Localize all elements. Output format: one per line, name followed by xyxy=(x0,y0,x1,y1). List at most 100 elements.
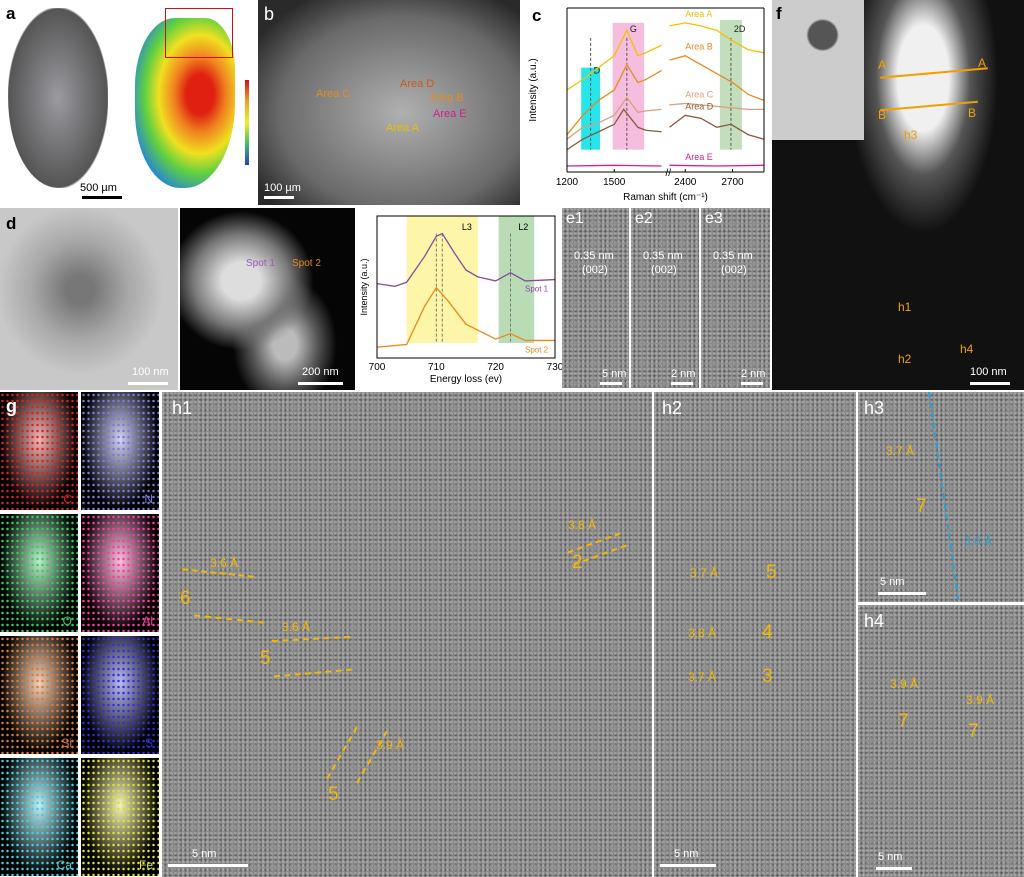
layer-count: 7 xyxy=(898,711,909,732)
area-d-label: Area D xyxy=(400,78,435,90)
layer-count: 5 xyxy=(766,562,777,583)
scale-bar xyxy=(128,382,168,385)
spot-2-label: Spot 2 xyxy=(292,258,321,269)
plot-frame xyxy=(376,215,556,359)
scale-bar xyxy=(660,864,716,867)
scale-bar xyxy=(82,196,122,199)
plane-index: (002) xyxy=(582,264,608,276)
element-label: N xyxy=(144,492,153,506)
panel-label: b xyxy=(264,4,275,24)
scale-bar xyxy=(264,196,294,199)
spot-1-label: Spot 1 xyxy=(246,258,275,269)
panel-g-eds-maps: g C N O Al Si S Ca Fe xyxy=(0,392,160,877)
d-spacing: 0.35 nm xyxy=(713,250,753,262)
layer-count: 7 xyxy=(968,721,979,742)
panel-label: h1 xyxy=(172,398,193,418)
spacing-label: 3.7 Å xyxy=(886,444,915,458)
element-label: Si xyxy=(61,736,72,750)
x-tick-label: 700 xyxy=(369,362,386,373)
x-tick-label: 710 xyxy=(428,362,445,373)
scale-bar-label: 5 nm xyxy=(192,848,217,860)
spacing-label: 3.9 Å xyxy=(376,738,405,752)
panel-label: d xyxy=(6,214,17,233)
panel-e2: e2 0.35 nm (002) 2 nm xyxy=(631,208,699,388)
d-spacing: 0.35 nm xyxy=(643,250,683,262)
raman-plot: D G 2D Area A Area B Area C Area D Area E 1200 15… xyxy=(528,7,765,203)
fringe-line xyxy=(356,730,388,784)
panel-label: h4 xyxy=(864,611,885,631)
panel-label: c xyxy=(532,6,542,25)
panel-label: e2 xyxy=(635,210,653,227)
eds-map-al: Al xyxy=(81,514,159,632)
legend-label: Spot 2 xyxy=(525,345,549,354)
element-label: Al xyxy=(142,614,153,628)
legend-label: Area E xyxy=(685,152,713,162)
scale-bar-label: 5 nm xyxy=(602,368,627,380)
x-tick-label: 2700 xyxy=(721,177,744,188)
axis-break-mark: // xyxy=(666,168,672,179)
legend-label: Area A xyxy=(685,9,712,19)
scale-bar-label: 500 µm xyxy=(80,182,117,194)
panel-label: g xyxy=(6,396,17,416)
series-line-spot-1 xyxy=(376,232,556,287)
series-line-area-d xyxy=(669,114,765,140)
scale-bar-label: 100 nm xyxy=(132,366,169,378)
spacing-label: 3.7 Å xyxy=(688,670,717,684)
panel-label: a xyxy=(6,4,16,23)
series-line-area-e xyxy=(669,164,765,167)
spacing-label: 3.6 Å xyxy=(964,534,993,548)
plane-index: (002) xyxy=(651,264,677,276)
x-tick-label: 1500 xyxy=(603,177,626,188)
scale-bar xyxy=(671,382,693,385)
x-axis-label: Raman shift (cm⁻¹) xyxy=(623,192,708,203)
band-label: L2 xyxy=(518,222,528,232)
optical-image xyxy=(8,8,108,188)
panel-label: f xyxy=(776,4,782,23)
area-b-label: Area B xyxy=(430,92,464,104)
scale-bar-label: 200 nm xyxy=(302,366,339,378)
d-spacing: 0.35 nm xyxy=(574,250,614,262)
scale-bar-label: 5 nm xyxy=(674,848,699,860)
height-map xyxy=(135,18,235,188)
series-line-area-b xyxy=(566,63,662,136)
spacing-label: 3.8 Å xyxy=(568,518,597,532)
band-label: 2D xyxy=(734,24,746,34)
panel-b: b Area A Area B Area C Area D Area E 100… xyxy=(258,0,520,205)
label-h3: h3 xyxy=(904,128,918,142)
area-e-label: Area E xyxy=(433,108,467,120)
panel-h3: h3 3.7 Å 7 3.6 Å 5 nm xyxy=(858,392,1024,602)
boundary-line xyxy=(928,392,960,601)
panel-d-eels-chart: L3 L2 Spot 1 Spot 2 700 710 720 730 Energy loss … xyxy=(357,208,562,390)
y-axis-label: Intensity (a.u.) xyxy=(359,258,369,315)
panel-e1: e1 0.35 nm (002) 5 nm xyxy=(562,208,629,388)
label-b-prime: B' xyxy=(878,108,889,122)
scale-bar xyxy=(876,867,912,870)
layer-count: 2 xyxy=(572,552,583,573)
series-line-area-a xyxy=(669,22,765,54)
series-line-area-c xyxy=(566,96,662,140)
element-label: Fe xyxy=(138,858,153,872)
series-line-area-e xyxy=(566,164,662,167)
panel-c-raman-chart: c D G 2D Area A Area B Area C Area D Area E 1200… xyxy=(522,0,772,205)
x-tick-label: 2400 xyxy=(674,177,697,188)
legend-label: Area D xyxy=(685,101,714,111)
panel-label: h2 xyxy=(662,398,683,418)
eds-map-fe: Fe xyxy=(81,758,159,876)
scale-bar xyxy=(970,382,1010,385)
scale-bar-label: 100 nm xyxy=(970,366,1007,378)
eels-plot: L3 L2 Spot 1 Spot 2 700 710 720 730 Energy loss … xyxy=(359,215,562,385)
line-b xyxy=(880,100,978,112)
label-h4: h4 xyxy=(960,342,974,356)
panel-d-tem: d 100 nm xyxy=(0,208,178,390)
panel-label: e3 xyxy=(705,210,723,227)
legend-label: Spot 1 xyxy=(525,285,549,294)
fringe-line xyxy=(194,614,264,624)
scale-bar-label: 2 nm xyxy=(741,368,766,380)
element-label: Ca xyxy=(56,858,72,872)
spacing-label: 3.7 Å xyxy=(690,566,719,580)
inset-tem xyxy=(772,0,864,140)
spacing-label: 3.9 Å xyxy=(890,677,919,691)
layer-count: 3 xyxy=(762,666,773,687)
panel-label: e1 xyxy=(566,210,584,227)
eds-map-si: Si xyxy=(0,636,78,754)
